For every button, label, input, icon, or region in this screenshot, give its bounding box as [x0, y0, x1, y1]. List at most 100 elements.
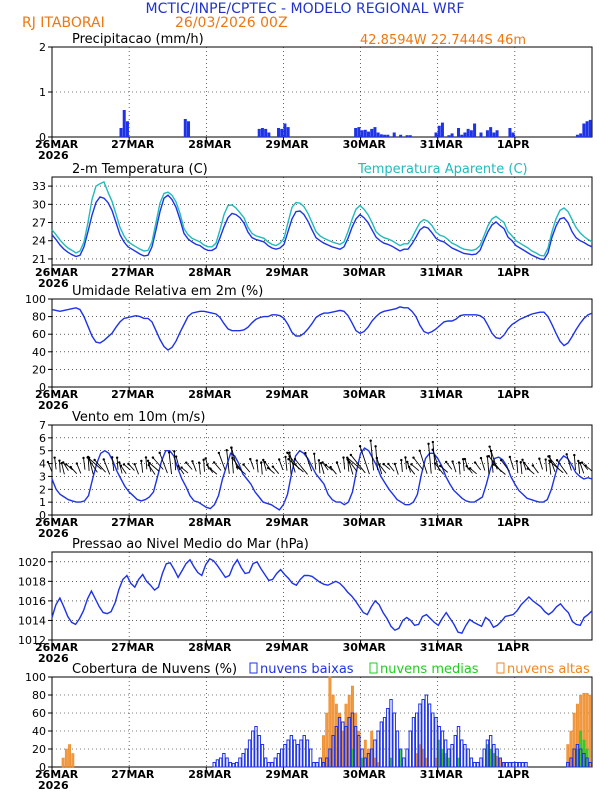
- cloud-bar: [296, 744, 300, 768]
- wind-arrow: [419, 450, 428, 474]
- wind-arrow-head: [65, 463, 68, 466]
- wind-arrow-head: [313, 452, 316, 455]
- wind-arrow: [411, 463, 420, 472]
- wind-arrow-head: [46, 460, 50, 464]
- wind-arrow: [103, 459, 111, 475]
- wind-arrow-head: [317, 459, 321, 462]
- wind-arrow: [573, 455, 576, 470]
- cloud-bar: [286, 739, 290, 768]
- wind-arrow: [175, 456, 181, 471]
- panel-pressure: 1012 1014 1016 1018 1020 26MAR 27MAR 28MAR 29MAR…: [18, 537, 593, 665]
- series-line-0: [51, 447, 593, 511]
- precip-bar: [277, 128, 281, 137]
- x-axis-year: 2026: [38, 527, 69, 540]
- x-tick-label: 28MAR: [188, 516, 232, 529]
- wind-arrow: [370, 440, 374, 471]
- precip-bar: [579, 133, 583, 137]
- wind-arrow-head: [133, 462, 136, 466]
- cloud-bar: [463, 744, 467, 768]
- wind-arrow-head: [324, 463, 328, 467]
- x-tick-label: 30MAR: [343, 641, 387, 654]
- wind-arrow-head: [499, 458, 503, 462]
- legend-label: nuvens medias: [380, 662, 479, 677]
- wind-arrow: [289, 456, 292, 475]
- y-tick-label: 0: [39, 761, 46, 774]
- wind-arrow: [400, 460, 403, 473]
- x-tick-label: 26MAR: [35, 641, 79, 654]
- series-line-0: [51, 557, 593, 635]
- cloud-bar: [588, 762, 592, 768]
- series-line-0: [51, 306, 593, 351]
- precip-bar: [379, 134, 383, 137]
- x-tick-label: 31MAR: [420, 266, 464, 279]
- precip-bar: [588, 119, 592, 137]
- wind-arrow-head: [410, 463, 413, 466]
- wind-arrow-head: [369, 439, 372, 442]
- y-tick-label: 3: [39, 470, 46, 483]
- wind-arrow-head: [102, 458, 105, 461]
- wind-arrow-head: [235, 465, 239, 469]
- precip-bar: [408, 135, 412, 137]
- wind-arrow: [346, 457, 362, 470]
- wind-arrow: [490, 450, 494, 473]
- wind-arrow-head: [146, 459, 150, 463]
- wind-arrow: [545, 459, 548, 472]
- wind-arrow-head: [167, 451, 171, 454]
- cloud-bar: [353, 726, 358, 768]
- y-tick-label: 80: [32, 689, 46, 702]
- wind-arrow: [210, 468, 218, 475]
- cloud-bar: [421, 699, 425, 768]
- main-title: MCTIC/INPE/CPTEC - MODELO REGIONAL WRF: [146, 1, 465, 17]
- wind-arrow-head: [382, 462, 385, 466]
- wind-arrow-head: [404, 456, 407, 459]
- wind-arrow: [181, 467, 189, 474]
- y-tick-label: 40: [32, 346, 46, 359]
- x-tick-label: 30MAR: [343, 768, 387, 781]
- wind-arrow-head: [127, 462, 130, 466]
- x-tick-label: 30MAR: [343, 266, 387, 279]
- wind-arrow: [556, 459, 568, 475]
- wind-arrow-head: [287, 458, 290, 461]
- wind-arrow: [168, 452, 172, 475]
- wind-arrow: [83, 457, 86, 470]
- x-tick-label: 1APR: [497, 266, 530, 279]
- cloud-bar: [456, 726, 461, 768]
- x-tick-label: 1APR: [497, 388, 530, 401]
- wind-arrow-head: [119, 464, 123, 467]
- wind-arrow-head: [463, 457, 467, 461]
- wind-arrow: [236, 466, 247, 475]
- cloud-bar: [302, 735, 306, 768]
- wind-arrow-head: [580, 461, 584, 464]
- cloud-bar: [585, 757, 589, 768]
- wind-arrow: [185, 462, 193, 470]
- x-tick-label: 28MAR: [188, 266, 232, 279]
- cloud-bar: [402, 757, 406, 768]
- wind-arrow-head: [412, 456, 415, 459]
- wind-arrow: [322, 462, 329, 471]
- wind-arrow: [532, 465, 539, 474]
- y-tick-label: 1020: [18, 556, 46, 569]
- wind-arrow: [493, 464, 506, 475]
- y-tick-label: 1: [39, 496, 46, 509]
- x-tick-label: 27MAR: [111, 641, 155, 654]
- wind-arrow-head: [277, 458, 281, 461]
- wind-arrow-head: [147, 463, 150, 467]
- wind-arrow-head: [329, 465, 332, 469]
- precip-bar: [267, 132, 271, 137]
- wind-arrow-head: [288, 451, 291, 454]
- x-tick-label: 26MAR: [35, 138, 79, 151]
- panel-frame: [51, 176, 593, 266]
- precip-bar: [187, 121, 191, 137]
- cloud-bar: [588, 694, 592, 768]
- wind-arrow: [70, 466, 78, 475]
- wind-arrow-head: [217, 451, 221, 455]
- y-tick-label: 40: [32, 725, 46, 738]
- cloud-bar: [466, 748, 470, 768]
- x-tick-label: 28MAR: [188, 388, 232, 401]
- wind-arrow-head: [400, 458, 403, 462]
- wind-arrow: [231, 447, 238, 470]
- wind-arrow: [159, 452, 168, 474]
- wind-arrow-head: [349, 453, 353, 457]
- precip-bar: [367, 131, 371, 137]
- wind-arrow-head: [431, 440, 435, 444]
